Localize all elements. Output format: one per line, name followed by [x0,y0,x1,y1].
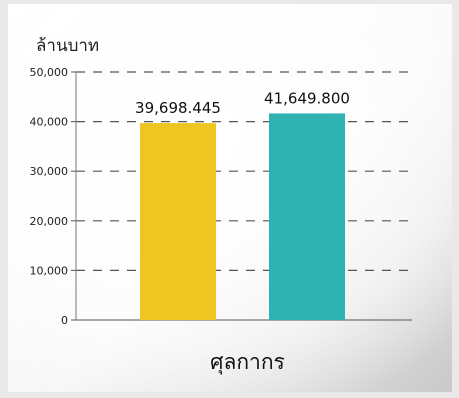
y-tick-label: 0 [61,314,68,327]
x-axis-label: ศุลกากร [210,350,285,374]
y-tick-label: 10,000 [30,264,69,277]
y-tick-label: 50,000 [30,66,69,79]
y-tick-label: 30,000 [30,165,69,178]
y-axis-tick-labels: 0 10,000 20,000 30,000 40,000 50,000 [30,66,76,327]
bars [140,113,345,321]
bar [140,123,216,321]
bar [269,113,345,320]
data-labels: 39,698.445 41,649.800 [135,89,350,117]
y-tick-label: 20,000 [30,215,69,228]
gridlines [76,71,412,271]
bar-value-label: 39,698.445 [135,99,221,117]
bar-value-label: 41,649.800 [264,89,350,107]
y-unit-label: ล้านบาท [36,36,100,56]
y-tick-label: 40,000 [30,116,69,129]
